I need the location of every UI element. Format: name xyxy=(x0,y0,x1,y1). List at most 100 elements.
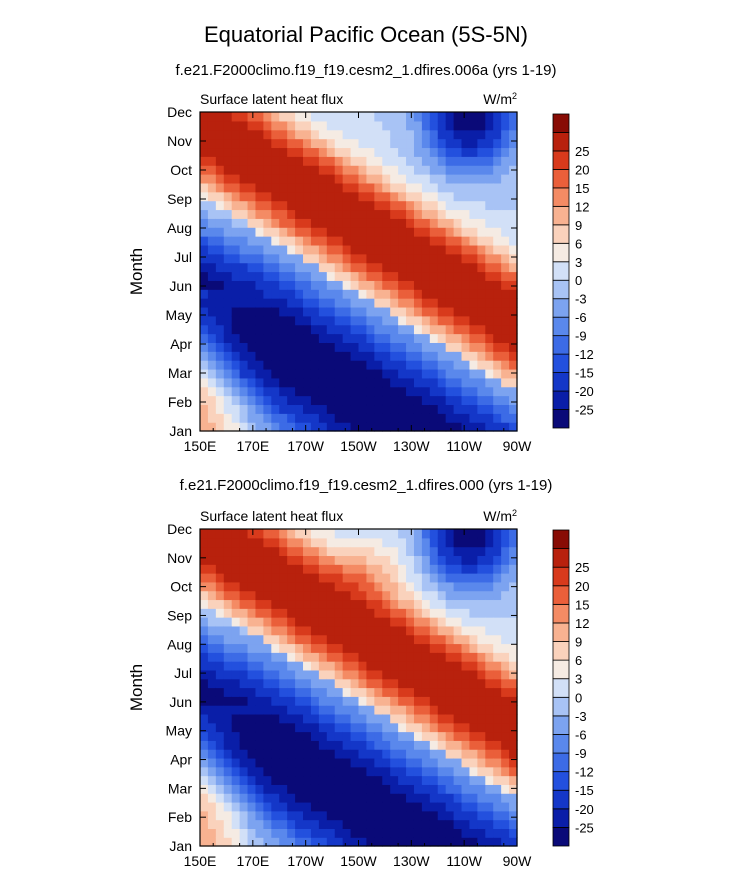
heatmap-cell xyxy=(326,687,336,697)
heatmap-cell xyxy=(366,731,375,741)
heatmap-cell xyxy=(406,652,415,662)
heatmap-cell xyxy=(326,713,336,724)
heatmap-cell xyxy=(231,766,241,777)
heatmap-cell xyxy=(374,740,383,750)
heatmap-cell xyxy=(295,828,304,838)
heatmap-cell xyxy=(461,608,471,618)
heatmap-cell xyxy=(366,218,375,228)
heatmap-cell xyxy=(461,129,471,140)
heatmap-cell xyxy=(239,138,249,149)
heatmap-cell xyxy=(390,413,399,423)
heatmap-cell xyxy=(406,705,415,715)
heatmap-cell xyxy=(318,386,328,397)
heatmap-cell xyxy=(406,696,415,706)
heatmap-cell xyxy=(310,138,320,149)
heatmap-cell xyxy=(303,828,312,838)
heatmap-cell xyxy=(453,581,463,592)
units-label: W/m2 xyxy=(483,508,517,524)
heatmap-cell xyxy=(295,253,304,264)
heatmap-cell xyxy=(350,564,360,574)
heatmap-cell xyxy=(287,147,296,157)
heatmap-cell xyxy=(437,643,447,653)
heatmap-cell xyxy=(239,218,249,228)
heatmap-cell xyxy=(374,837,383,847)
heatmap-cell xyxy=(509,740,518,750)
heatmap-cell xyxy=(501,713,510,724)
x-tick-label: 150W xyxy=(340,438,377,454)
heatmap-cell xyxy=(239,749,249,759)
heatmap-cell xyxy=(255,280,264,290)
heatmap-cell xyxy=(390,227,399,237)
heatmap-cell xyxy=(200,351,209,361)
heatmap-cell xyxy=(271,625,280,636)
heatmap-cell xyxy=(437,722,447,733)
units-label: W/m2 xyxy=(483,91,517,107)
heatmap-cell xyxy=(382,678,391,689)
colorbar-label: 9 xyxy=(575,635,582,650)
heatmap-cell xyxy=(374,200,383,211)
heatmap-cell xyxy=(445,227,455,237)
heatmap-cell xyxy=(358,801,368,812)
heatmap-cell xyxy=(223,289,233,299)
heatmap-cell xyxy=(469,165,478,175)
heatmap-cell xyxy=(437,687,447,697)
heatmap-cell xyxy=(406,678,415,689)
heatmap-cell xyxy=(413,165,423,175)
y-tick-label: Sep xyxy=(167,607,192,623)
heatmap-cell xyxy=(445,182,455,193)
heatmap-cell xyxy=(382,696,391,706)
heatmap-cell xyxy=(200,661,209,671)
heatmap-cell xyxy=(358,696,368,706)
heatmap-cell xyxy=(271,289,280,299)
heatmap-cell xyxy=(279,253,288,264)
heatmap-cell xyxy=(287,209,296,219)
heatmap-cell xyxy=(429,581,439,592)
heatmap-cell xyxy=(406,271,415,281)
heatmap-cell xyxy=(223,395,233,406)
heatmap-cell xyxy=(390,386,399,397)
heatmap-cell xyxy=(334,386,344,397)
heatmap-cell xyxy=(382,819,391,829)
heatmap-cell xyxy=(295,696,304,706)
heatmap-cell xyxy=(223,174,233,184)
heatmap-cell xyxy=(295,801,304,812)
heatmap-cell xyxy=(398,253,407,264)
heatmap-cell xyxy=(509,404,518,414)
heatmap-cell xyxy=(477,643,486,653)
heatmap-cell xyxy=(382,218,391,228)
heatmap-cell xyxy=(303,360,312,370)
heatmap-cell xyxy=(231,643,241,653)
heatmap-cell xyxy=(287,722,296,733)
heatmap-cell xyxy=(437,289,447,299)
heatmap-cell xyxy=(287,793,296,803)
heatmap-cell xyxy=(485,236,494,246)
heatmap-cell xyxy=(295,810,304,821)
heatmap-cell xyxy=(334,342,344,352)
heatmap-cell xyxy=(382,775,391,785)
heatmap-cell xyxy=(334,819,344,829)
heatmap-cell xyxy=(326,775,336,785)
heatmap-cell xyxy=(374,731,383,741)
heatmap-cell xyxy=(255,775,264,785)
heatmap-cell xyxy=(485,244,494,255)
heatmap-cell xyxy=(200,740,209,750)
heatmap-cell xyxy=(429,696,439,706)
heatmap-cell xyxy=(310,766,320,777)
heatmap-cell xyxy=(429,625,439,636)
heatmap-cell xyxy=(485,581,494,592)
heatmap-cell xyxy=(390,422,399,432)
heatmap-cell xyxy=(453,333,463,343)
heatmap-cell xyxy=(477,837,486,847)
heatmap-cell xyxy=(406,253,415,264)
heatmap-cell xyxy=(501,661,510,671)
x-tick-label: 130W xyxy=(393,438,430,454)
heatmap-cell xyxy=(279,324,288,335)
heatmap-cell xyxy=(247,669,257,680)
heatmap-cell xyxy=(374,669,383,680)
heatmap-cell xyxy=(279,306,288,317)
heatmap-cell xyxy=(445,617,455,627)
heatmap-cell xyxy=(390,599,399,609)
heatmap-cell xyxy=(374,147,383,157)
heatmap-cell xyxy=(200,271,209,281)
heatmap-cell xyxy=(453,236,463,246)
